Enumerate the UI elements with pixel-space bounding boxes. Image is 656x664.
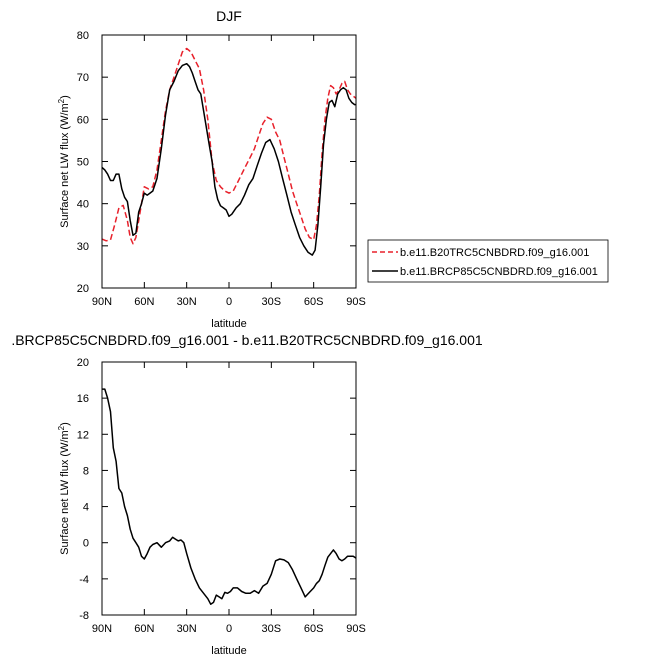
bottom-plot-frame [101,361,357,616]
bottom-x-tick-label: 0 [226,623,232,635]
bottom-x-tick-label: 30S [262,623,282,635]
bottom-x-tick-label: 30N [177,623,197,635]
top-x-tick-label: 30S [262,296,282,308]
top-y-tick-label: 20 [77,283,89,295]
legend-label-historical: b.e11.B20TRC5CNBDRD.f09_g16.001 [400,247,589,259]
top-chart-title: DJF [216,8,242,24]
legend-label-rcp85: b.e11.BRCP85C5CNBDRD.f09_g16.001 [400,266,598,278]
top-y-axis-label: Surface net LW flux (W/m2) [57,95,71,228]
bottom-y-tick-label: 0 [83,538,89,550]
bottom-y-tick-label: 4 [83,502,89,514]
bottom-x-tick-label: 90S [346,623,366,635]
top-x-tick-label: 30N [177,296,197,308]
top-x-axis-label: latitude [211,318,246,330]
top-y-tick-label: 30 [77,241,89,253]
bottom-y-axis-label: Surface net LW flux (W/m2) [57,422,71,555]
top-series-line-1 [101,62,356,256]
bottom-x-tick-label: 60N [134,623,154,635]
bottom-y-tick-label: 20 [77,357,89,369]
top-x-tick-label: 90S [346,296,366,308]
top-x-tick-label: 60N [134,296,154,308]
top-y-tick-label: 40 [77,199,89,211]
top-x-tick-label: 60S [304,296,324,308]
bottom-y-tick-label: -8 [79,610,89,622]
top-series-line-0 [101,47,357,245]
top-x-tick-label: 0 [226,296,232,308]
top-panel: DJF 20 30 40 50 60 70 80 90N 60N 30N 0 30S 60S 90S l… [57,8,366,330]
bottom-series-group [102,388,357,605]
top-y-tick-label: 70 [77,72,89,84]
top-x-ticks: 90N 60N 30N 0 30S 60S 90S [92,35,366,308]
top-y-tick-label: 50 [77,157,89,169]
bottom-y-tick-label: 8 [83,465,89,477]
bottom-x-axis-label: latitude [211,645,246,657]
bottom-panel: .BRCP85C5CNBDRD.f09_g16.001 - b.e11.B20T… [11,332,483,657]
bottom-y-tick-label: -4 [79,574,89,586]
bottom-series-line-0 [102,388,357,605]
top-y-ticks: 20 30 40 50 60 70 80 [77,30,356,295]
top-x-tick-label: 90N [92,296,112,308]
bottom-y-tick-label: 12 [77,429,89,441]
top-plot-frame [101,34,357,289]
top-y-tick-label: 60 [77,114,89,126]
top-series-group [101,47,357,256]
bottom-chart-title: .BRCP85C5CNBDRD.f09_g16.001 - b.e11.B20T… [11,332,483,348]
bottom-x-ticks: 90N 60N 30N 0 30S 60S 90S [92,362,366,635]
legend-box [367,239,609,283]
bottom-y-ticks: -8 -4 0 4 8 12 16 20 [77,357,356,622]
bottom-y-tick-label: 16 [77,393,89,405]
top-y-tick-label: 80 [77,30,89,42]
legend: b.e11.B20TRC5CNBDRD.f09_g16.001 b.e11.BR… [367,239,609,283]
bottom-x-tick-label: 60S [304,623,324,635]
bottom-x-tick-label: 90N [92,623,112,635]
